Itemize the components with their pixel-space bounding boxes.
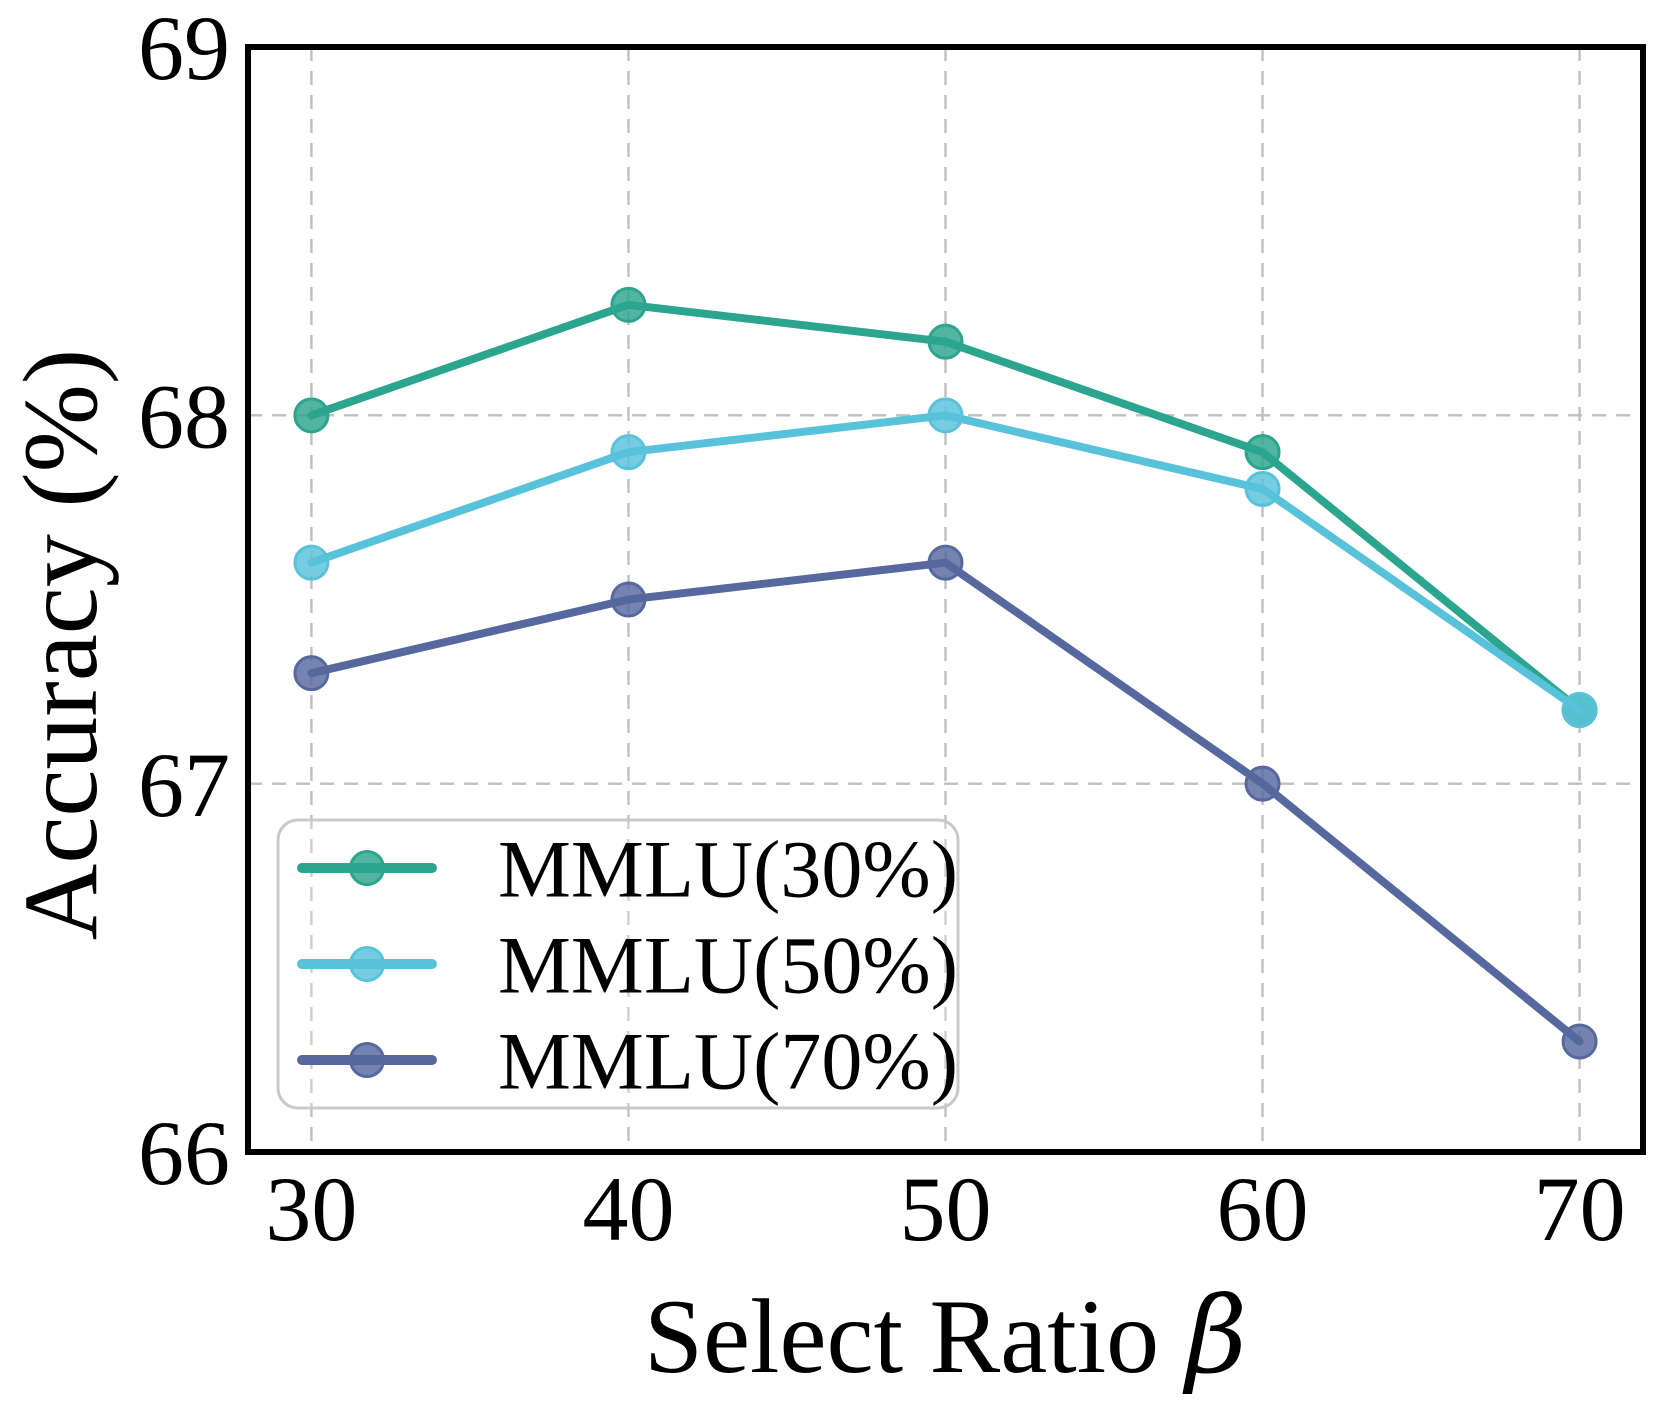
y-tick-label-69: 69 <box>138 0 230 99</box>
y-tick-label-67: 67 <box>138 734 230 836</box>
series-mmlu-70- <box>293 544 1598 1060</box>
legend-label-2: MMLU(70%) <box>498 1016 958 1107</box>
x-tick-label-70: 70 <box>1534 1158 1626 1260</box>
data-point-1-x70 <box>1561 692 1598 728</box>
data-point-2-x60 <box>1244 765 1281 802</box>
data-point-1-x60 <box>1244 471 1281 507</box>
legend-marker-1 <box>349 946 385 982</box>
legend: MMLU(30%)MMLU(50%)MMLU(70%) <box>276 818 960 1110</box>
data-point-1-x50 <box>927 397 964 434</box>
axes-spines <box>245 44 1646 1155</box>
data-point-2-x40 <box>610 581 647 618</box>
legend-marker-0 <box>349 850 385 886</box>
x-tick-label-30: 30 <box>265 1158 357 1260</box>
y-axis-label: Accuracy (%) <box>2 349 119 940</box>
data-point-1-x30 <box>293 544 330 581</box>
legend-item-0: MMLU(30%) <box>297 824 958 915</box>
data-point-1-x40 <box>610 434 647 471</box>
legend-item-1: MMLU(50%) <box>297 920 958 1011</box>
legend-item-2: MMLU(70%) <box>297 1016 958 1107</box>
data-point-2-x70 <box>1561 1023 1598 1060</box>
x-tick-label-40: 40 <box>582 1158 674 1260</box>
legend-label-1: MMLU(50%) <box>498 920 958 1011</box>
x-axis-label: Select Ratio β <box>644 1274 1247 1397</box>
data-point-0-x40 <box>610 286 647 323</box>
data-point-2-x50 <box>927 544 964 581</box>
legend-marker-2 <box>349 1042 385 1078</box>
data-point-2-x30 <box>293 655 330 692</box>
data-point-0-x50 <box>927 323 964 360</box>
legend-label-0: MMLU(30%) <box>498 824 958 915</box>
x-tick-label-50: 50 <box>900 1158 992 1260</box>
data-point-0-x60 <box>1244 434 1281 471</box>
y-tick-label-68: 68 <box>138 366 230 468</box>
x-tick-label-60: 60 <box>1217 1158 1309 1260</box>
series-mmlu-50- <box>293 397 1598 728</box>
data-point-0-x30 <box>293 397 330 434</box>
y-tick-label-66: 66 <box>138 1102 230 1204</box>
legend-box <box>276 818 960 1110</box>
